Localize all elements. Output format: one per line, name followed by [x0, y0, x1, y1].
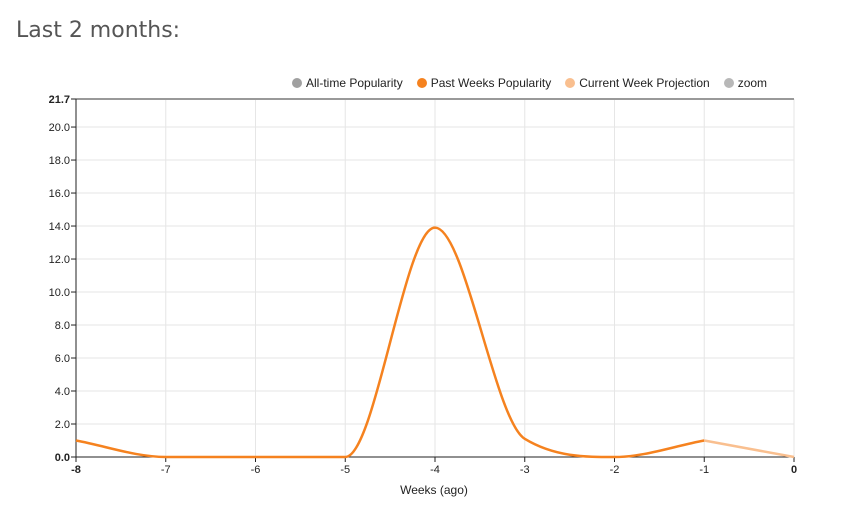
- grid-lines: [75, 98, 795, 458]
- legend-label: Current Week Projection: [579, 76, 710, 90]
- x-tick-label: 0: [791, 464, 797, 476]
- x-tick-label: -4: [430, 464, 440, 476]
- legend-dot-icon: [723, 78, 734, 88]
- series-line-1: [704, 439, 795, 459]
- x-tick-label: -7: [161, 464, 171, 476]
- legend-item-all-time[interactable]: All-time Popularity: [292, 76, 403, 90]
- x-tick-label: -3: [520, 464, 530, 476]
- y-tick-label: 14.0: [49, 221, 70, 233]
- legend-label: All-time Popularity: [306, 76, 403, 90]
- x-tick-label: -5: [340, 464, 350, 476]
- series-lines: [75, 226, 795, 459]
- legend-dot-icon: [292, 78, 302, 88]
- x-tick-label: -1: [699, 464, 709, 476]
- legend-dot-icon: [416, 78, 427, 88]
- legend-label: zoom: [737, 76, 768, 90]
- legend-dot-icon: [565, 78, 576, 88]
- series-line-0: [75, 226, 705, 459]
- y-tick-label: 2.0: [55, 419, 70, 431]
- axes: -8 -7 -6 -5 -4 -3 -2 -1 0 0.0 2.0 4.0 6.0 8.0 10.0 12.0…: [49, 94, 797, 476]
- y-tick-label: 10.0: [49, 287, 70, 299]
- legend-label: Past Weeks Popularity: [430, 76, 552, 90]
- y-tick-label: 4.0: [55, 386, 70, 398]
- legend-item-past-weeks[interactable]: Past Weeks Popularity: [416, 76, 552, 90]
- x-axis-title: Weeks (ago): [400, 483, 468, 497]
- page-title: Last 2 months:: [16, 18, 181, 43]
- y-tick-label: 12.0: [49, 254, 70, 266]
- y-tick-label: 18.0: [49, 155, 70, 167]
- x-tick-label: -2: [610, 464, 620, 476]
- x-tick-label: -8: [71, 464, 81, 476]
- y-tick-label: 8.0: [55, 320, 70, 332]
- y-tick-label: 20.0: [49, 122, 70, 134]
- y-tick-label: 16.0: [49, 188, 70, 200]
- chart-legend: All-time Popularity Past Weeks Popularit…: [292, 76, 767, 90]
- y-tick-label: 6.0: [55, 353, 70, 365]
- legend-item-current-week[interactable]: Current Week Projection: [565, 76, 710, 90]
- y-tick-label: 0.0: [55, 452, 70, 464]
- legend-item-zoom[interactable]: zoom: [723, 76, 768, 90]
- y-tick-label: 21.7: [49, 94, 70, 106]
- x-tick-label: -6: [251, 464, 261, 476]
